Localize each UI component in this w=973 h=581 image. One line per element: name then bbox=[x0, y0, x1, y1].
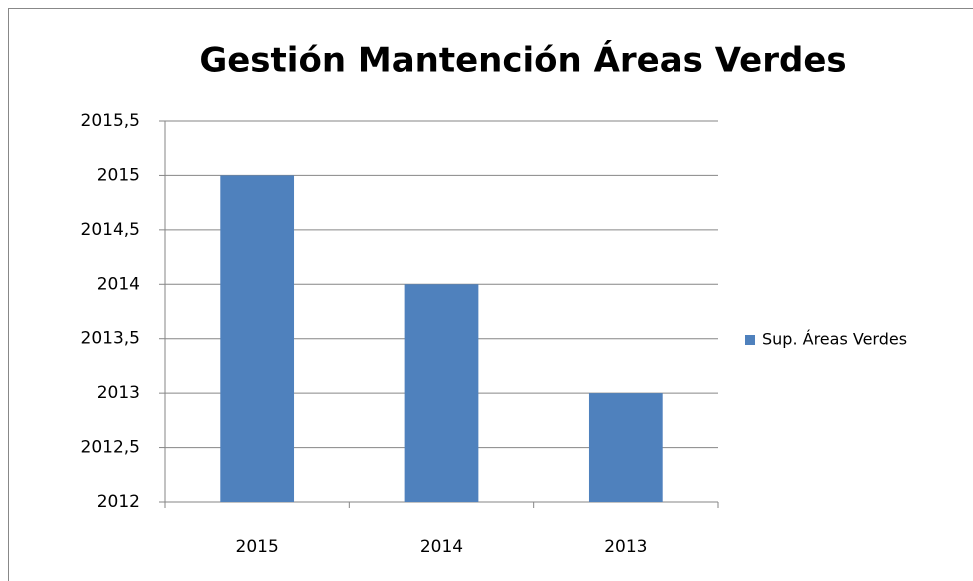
y-tick-label: 2013 bbox=[97, 383, 140, 403]
bar bbox=[220, 175, 295, 502]
x-tick-label: 2014 bbox=[420, 537, 463, 557]
y-tick-label: 2015,5 bbox=[81, 111, 140, 131]
chart-title: Gestión Mantención Áreas Verdes bbox=[199, 40, 846, 81]
y-tick-label: 2012 bbox=[97, 492, 140, 512]
y-tick-label: 2013,5 bbox=[81, 329, 140, 349]
bar bbox=[588, 393, 663, 502]
y-tick-label: 2012,5 bbox=[81, 438, 140, 458]
legend-label: Sup. Áreas Verdes bbox=[762, 330, 907, 349]
y-tick-label: 2015 bbox=[97, 165, 140, 185]
y-tick-label: 2014 bbox=[97, 274, 140, 294]
chart-frame bbox=[8, 8, 973, 581]
bar bbox=[404, 284, 479, 502]
x-tick-label: 2015 bbox=[236, 537, 279, 557]
y-tick-label: 2014,5 bbox=[81, 220, 140, 240]
legend-swatch bbox=[745, 335, 755, 345]
x-tick-label: 2013 bbox=[604, 537, 647, 557]
